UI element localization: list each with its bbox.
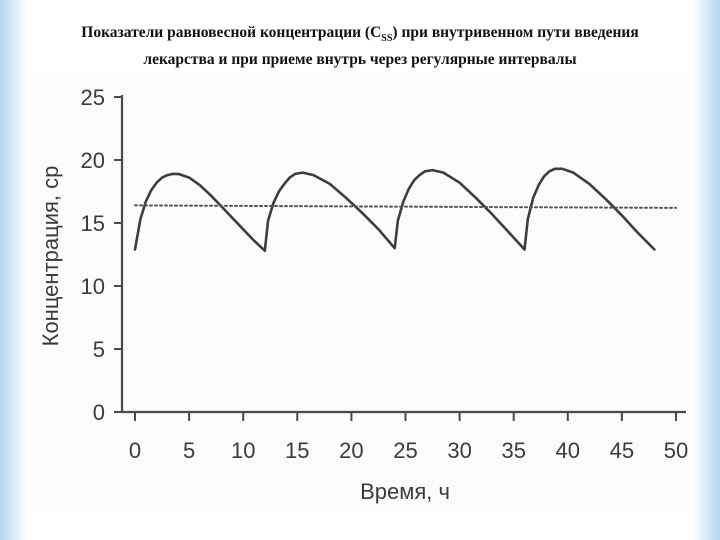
x-tick-label: 30 (447, 438, 471, 463)
x-tick-label: 5 (183, 438, 195, 463)
x-tick-label: 0 (129, 438, 141, 463)
y-tick-label: 25 (81, 85, 105, 110)
y-tick-label: 5 (93, 337, 105, 362)
chart-panel (33, 72, 689, 512)
title-line2: лекарства и при приеме внутрь через регу… (143, 51, 577, 69)
x-axis-label: Время, ч (360, 479, 450, 504)
x-tick-label: 25 (393, 438, 417, 463)
slide-left-glow (0, 0, 28, 540)
y-tick-label: 10 (81, 274, 105, 299)
chart-axes (114, 95, 686, 421)
chart-labels: 0 5 10 15 20 25 0 5 10 15 20 25 30 35 40 45 50 Время, ч Ко… (38, 85, 688, 504)
x-tick-label: 40 (556, 438, 580, 463)
title-line1-post: ) при внутривенном пути введения (392, 24, 639, 41)
title-line1-sub: SS (381, 33, 393, 45)
x-tick-label: 35 (501, 438, 525, 463)
y-axis-label: Концентрация, ср (38, 166, 63, 347)
y-tick-label: 15 (81, 211, 105, 236)
x-tick-label: 15 (285, 438, 309, 463)
slide-title: Показатели равновесной концентрации (CSS… (30, 22, 690, 70)
steady-state-line (134, 204, 677, 209)
title-line1-pre: Показатели равновесной концентрации (C (81, 24, 382, 41)
x-tick-label: 10 (231, 438, 255, 463)
y-tick-label: 20 (81, 148, 105, 173)
x-tick-label: 20 (339, 438, 363, 463)
x-tick-label: 50 (664, 438, 688, 463)
y-tick-label: 0 (93, 400, 105, 425)
chart-marks (133, 167, 677, 252)
x-tick-label: 45 (610, 438, 634, 463)
concentration-curve (133, 167, 656, 252)
